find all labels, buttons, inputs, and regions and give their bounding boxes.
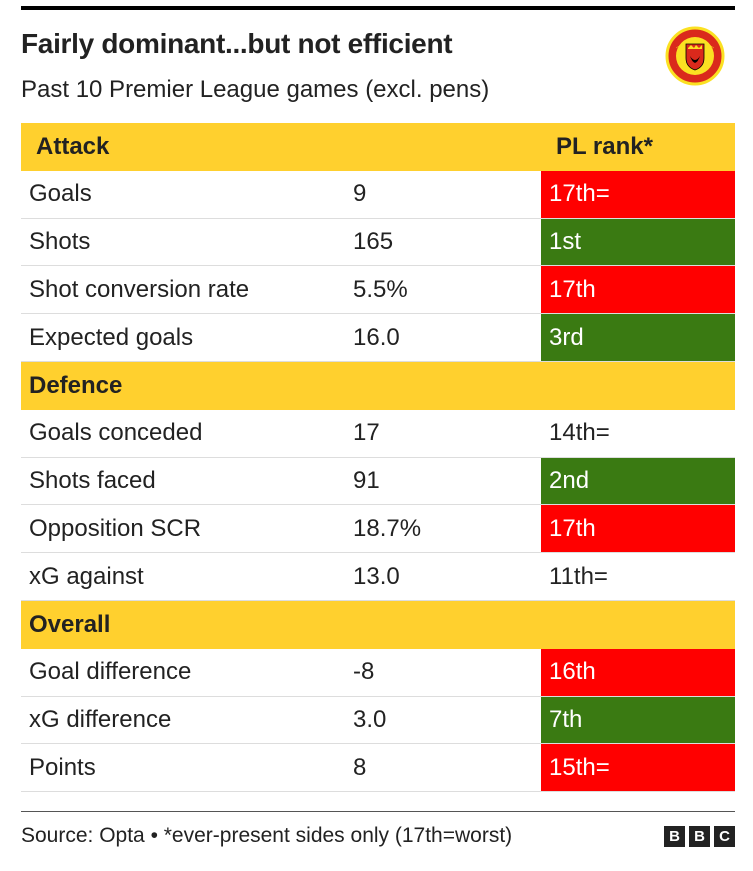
section-header-overall: Overall (21, 600, 735, 649)
stat-label: xG against (29, 562, 144, 590)
table-row: Goal difference -8 16th (21, 648, 735, 697)
stat-label: Shots (29, 227, 91, 255)
stat-label: Points (29, 753, 96, 781)
stat-value: 3.0 (353, 705, 387, 733)
manchester-united-crest-icon (665, 26, 725, 86)
table-row: xG against 13.0 11th= (21, 553, 735, 601)
rank-cell: 17th (541, 505, 735, 553)
stat-label: Expected goals (29, 323, 194, 351)
chart-title: Fairly dominant...but not efficient (21, 28, 453, 59)
stat-label: Opposition SCR (29, 514, 202, 542)
rank-cell: 1st (541, 218, 735, 266)
stat-label: Goals conceded (29, 419, 203, 447)
rank-cell: 15th= (541, 744, 735, 792)
stat-value: 165 (353, 227, 394, 255)
stat-label: Goals (29, 180, 92, 208)
section-title: Attack (36, 132, 110, 160)
table-row: Shots faced 91 2nd (21, 457, 735, 506)
rank-cell: 2nd (541, 457, 735, 505)
rank-cell: 7th (541, 696, 735, 744)
stat-value: 13.0 (353, 562, 400, 590)
stat-value: 17 (353, 419, 380, 447)
section-header-attack: Attack PL rank* (21, 123, 735, 171)
stat-value: 5.5% (353, 275, 408, 303)
stats-table: Attack PL rank* Goals 9 17th= Shots 165 1st Shot… (21, 123, 735, 793)
stat-value: 91 (353, 466, 380, 494)
rank-cell: 3rd (541, 314, 735, 361)
table-row: Goals conceded 17 14th= (21, 410, 735, 458)
stat-label: xG difference (29, 705, 172, 733)
table-row: Points 8 15th= (21, 744, 735, 793)
rank-cell: 16th (541, 648, 735, 696)
source-note: Source: Opta • *ever-present sides only … (21, 824, 513, 847)
bbc-logo: B B C (664, 826, 735, 847)
rank-cell: 14th= (549, 419, 610, 447)
stat-label: Goal difference (29, 658, 192, 686)
table-row: xG difference 3.0 7th (21, 696, 735, 745)
stat-label: Shots faced (29, 466, 156, 494)
bbc-logo-letter: B (689, 826, 710, 847)
rank-cell: 17th= (541, 170, 735, 218)
stat-value: 9 (353, 180, 367, 208)
stat-value: 16.0 (353, 323, 400, 351)
table-row: Expected goals 16.0 3rd (21, 314, 735, 362)
rank-column-header: PL rank* (556, 132, 653, 160)
bbc-logo-letter: B (664, 826, 685, 847)
table-row: Goals 9 17th= (21, 170, 735, 219)
stat-value: -8 (353, 658, 375, 686)
section-title: Overall (29, 610, 111, 638)
table-row: Shots 165 1st (21, 218, 735, 267)
rank-cell: 17th (541, 266, 735, 314)
stat-label: Shot conversion rate (29, 275, 250, 303)
stat-value: 8 (353, 753, 367, 781)
table-row: Opposition SCR 18.7% 17th (21, 505, 735, 554)
top-rule (21, 6, 735, 10)
table-row: Shot conversion rate 5.5% 17th (21, 266, 735, 315)
section-title: Defence (29, 371, 123, 399)
bottom-rule (21, 811, 735, 812)
section-header-defence: Defence (21, 361, 735, 410)
stat-value: 18.7% (353, 514, 422, 542)
chart-subtitle: Past 10 Premier League games (excl. pens… (21, 76, 490, 103)
bbc-logo-letter: C (714, 826, 735, 847)
rank-cell: 11th= (549, 562, 608, 590)
